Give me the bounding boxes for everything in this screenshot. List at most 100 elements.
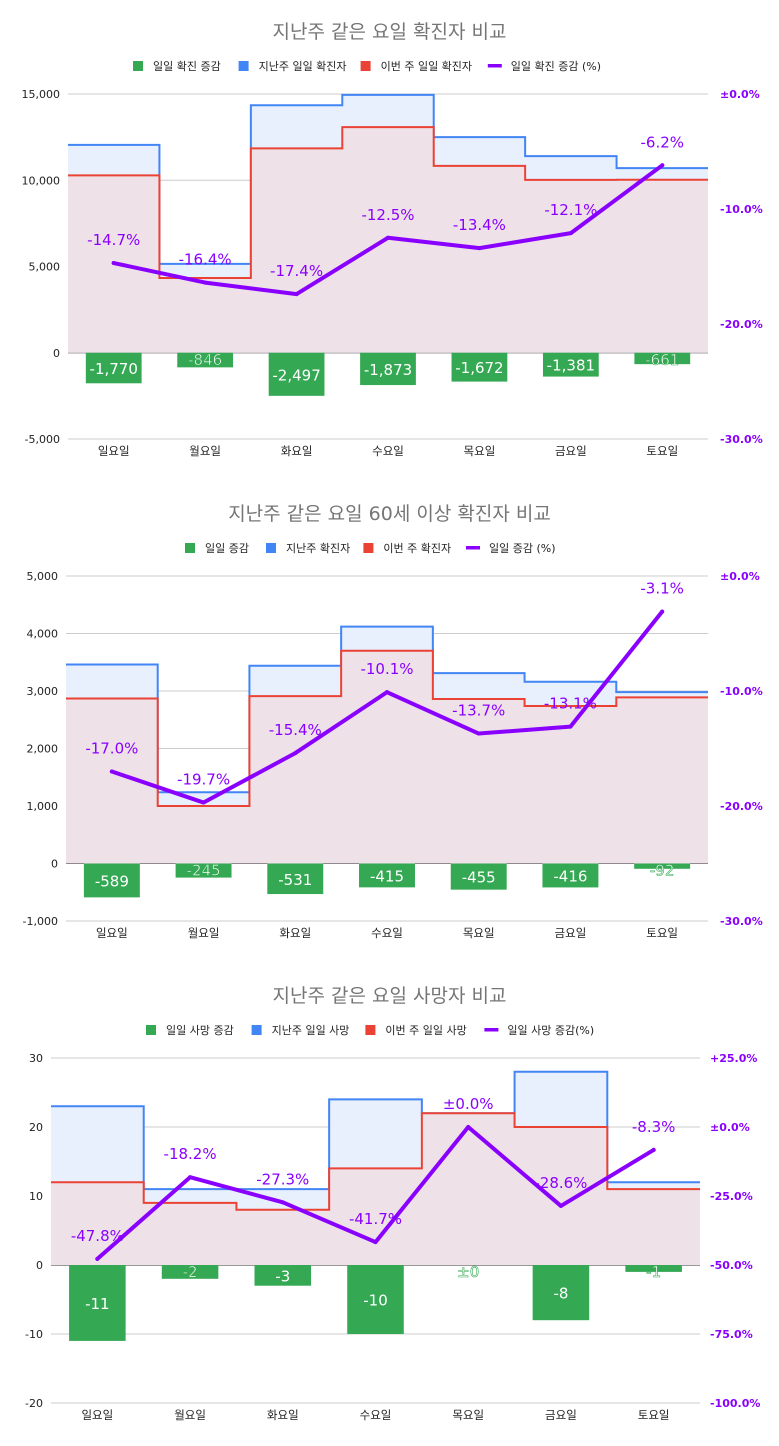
- legend-item: 이번 주 일일 사망: [365, 1023, 467, 1037]
- percent-label: -13.7%: [452, 702, 505, 720]
- bar: [360, 352, 416, 386]
- percent-point: [203, 280, 208, 285]
- percent-point: [660, 163, 665, 168]
- prev-week-step-line: [68, 93, 708, 265]
- percent-label: ±0.0%: [443, 1095, 494, 1113]
- y-tick-label: 5,000: [27, 570, 59, 583]
- x-category-label: 목요일: [452, 1408, 484, 1422]
- this-week-area: [66, 650, 708, 864]
- y2-tick-label: -20.0%: [720, 318, 763, 331]
- percent-point: [558, 1203, 563, 1208]
- chart-60plus: 지난주 같은 요일 60세 이상 확진자 비교 일일 증감 지난주 확진자 이번 주 …: [0, 482, 779, 962]
- bar-label: ±0: [457, 1263, 479, 1281]
- percent-label: -13.1%: [544, 695, 597, 713]
- percent-label: -47.8%: [71, 1227, 124, 1245]
- bar: [161, 1265, 219, 1279]
- bar: [359, 863, 415, 888]
- bar-label: -3: [275, 1267, 290, 1285]
- bar-label: -2: [183, 1263, 198, 1281]
- bar-label: -8: [553, 1285, 568, 1303]
- bar: [625, 1265, 682, 1272]
- percent-label: -41.7%: [349, 1210, 402, 1228]
- bar-label: -589: [95, 872, 129, 890]
- bar-label: -1,873: [364, 361, 412, 379]
- legend-label: 일일 사망 증감: [166, 1023, 234, 1037]
- y2-tick-label: +25.0%: [710, 1052, 757, 1065]
- legend-swatch: [365, 1025, 376, 1035]
- y-tick-label: -5,000: [25, 433, 60, 446]
- legend-label: 이번 주 일일 확진자: [381, 59, 472, 73]
- legend-label: 지난주 일일 확진자: [259, 59, 347, 73]
- percent-point: [476, 731, 481, 736]
- bar: [451, 352, 508, 382]
- bar: [542, 352, 599, 377]
- y2-tick-label: -10.0%: [720, 203, 763, 216]
- percent-label: -14.7%: [87, 231, 140, 249]
- this-week-step-line: [66, 649, 708, 807]
- percent-label: -13.4%: [453, 216, 506, 234]
- percent-point: [466, 1125, 471, 1129]
- percent-point: [293, 751, 298, 756]
- percent-point: [477, 246, 482, 251]
- x-category-label: 토요일: [646, 444, 678, 458]
- y-tick-label: 0: [53, 347, 60, 360]
- percent-label: -12.5%: [361, 206, 414, 224]
- y-tick-label: 15,000: [22, 88, 61, 101]
- legend-swatch: [238, 61, 249, 71]
- y-tick-label: -1,000: [23, 915, 58, 928]
- legend-swatch: [251, 1025, 262, 1035]
- legend-label: 일일 증감 (%): [489, 541, 556, 555]
- x-category-label: 목요일: [464, 444, 496, 458]
- bar-label: -11: [85, 1295, 110, 1313]
- percent-point: [188, 1175, 193, 1180]
- y-tick-label: 0: [36, 1259, 43, 1272]
- legend-swatch: [360, 61, 371, 71]
- percent-point: [660, 609, 665, 614]
- bar: [267, 863, 324, 895]
- percent-label: -16.4%: [179, 251, 232, 269]
- y2-tick-label: -10.0%: [720, 685, 763, 698]
- y-tick-label: -20: [25, 1397, 43, 1410]
- percent-point: [568, 724, 573, 729]
- y2-tick-label: ±0.0%: [720, 570, 760, 583]
- y2-tick-label: -50.0%: [710, 1259, 753, 1272]
- bar-label: -416: [553, 867, 587, 885]
- bar-label: -2,497: [272, 366, 320, 384]
- x-category-label: 화요일: [279, 926, 311, 940]
- y-tick-label: 20: [29, 1121, 43, 1134]
- bar-label: -846: [188, 351, 222, 369]
- bar: [254, 1265, 312, 1286]
- y-tick-label: 2,000: [27, 743, 59, 756]
- legend-swatch: [487, 64, 502, 68]
- bar-label: -1,381: [547, 357, 595, 375]
- y-tick-label: 0: [51, 858, 58, 871]
- legend-item: 일일 확진 증감 (%): [487, 59, 601, 73]
- x-category-label: 목요일: [463, 926, 495, 940]
- y-tick-label: 1,000: [27, 800, 59, 813]
- legend-swatch: [466, 546, 480, 550]
- percent-label: -8.3%: [632, 1118, 676, 1136]
- y-tick-label: 30: [29, 1052, 43, 1065]
- percent-label: -10.1%: [360, 660, 413, 678]
- y-tick-label: -10: [25, 1328, 43, 1341]
- y2-tick-label: -100.0%: [710, 1397, 760, 1410]
- bar: [634, 863, 691, 869]
- bar: [69, 1265, 126, 1341]
- bar: [85, 352, 142, 384]
- percent-label: -3.1%: [640, 580, 684, 598]
- x-category-label: 토요일: [646, 926, 678, 940]
- percent-point: [280, 1200, 285, 1205]
- percent-label: -28.6%: [534, 1174, 587, 1192]
- this-week-area: [51, 1113, 700, 1265]
- percent-label: -18.2%: [164, 1145, 217, 1163]
- legend-label: 지난주 일일 사망: [272, 1023, 350, 1037]
- x-category-label: 금요일: [555, 926, 587, 940]
- x-category-label: 금요일: [545, 1408, 577, 1422]
- bar-label: -245: [187, 862, 221, 880]
- legend-item: 일일 확진 증감: [133, 59, 221, 73]
- percent-point: [294, 292, 299, 297]
- percent-point: [386, 235, 390, 240]
- percent-point: [385, 690, 389, 695]
